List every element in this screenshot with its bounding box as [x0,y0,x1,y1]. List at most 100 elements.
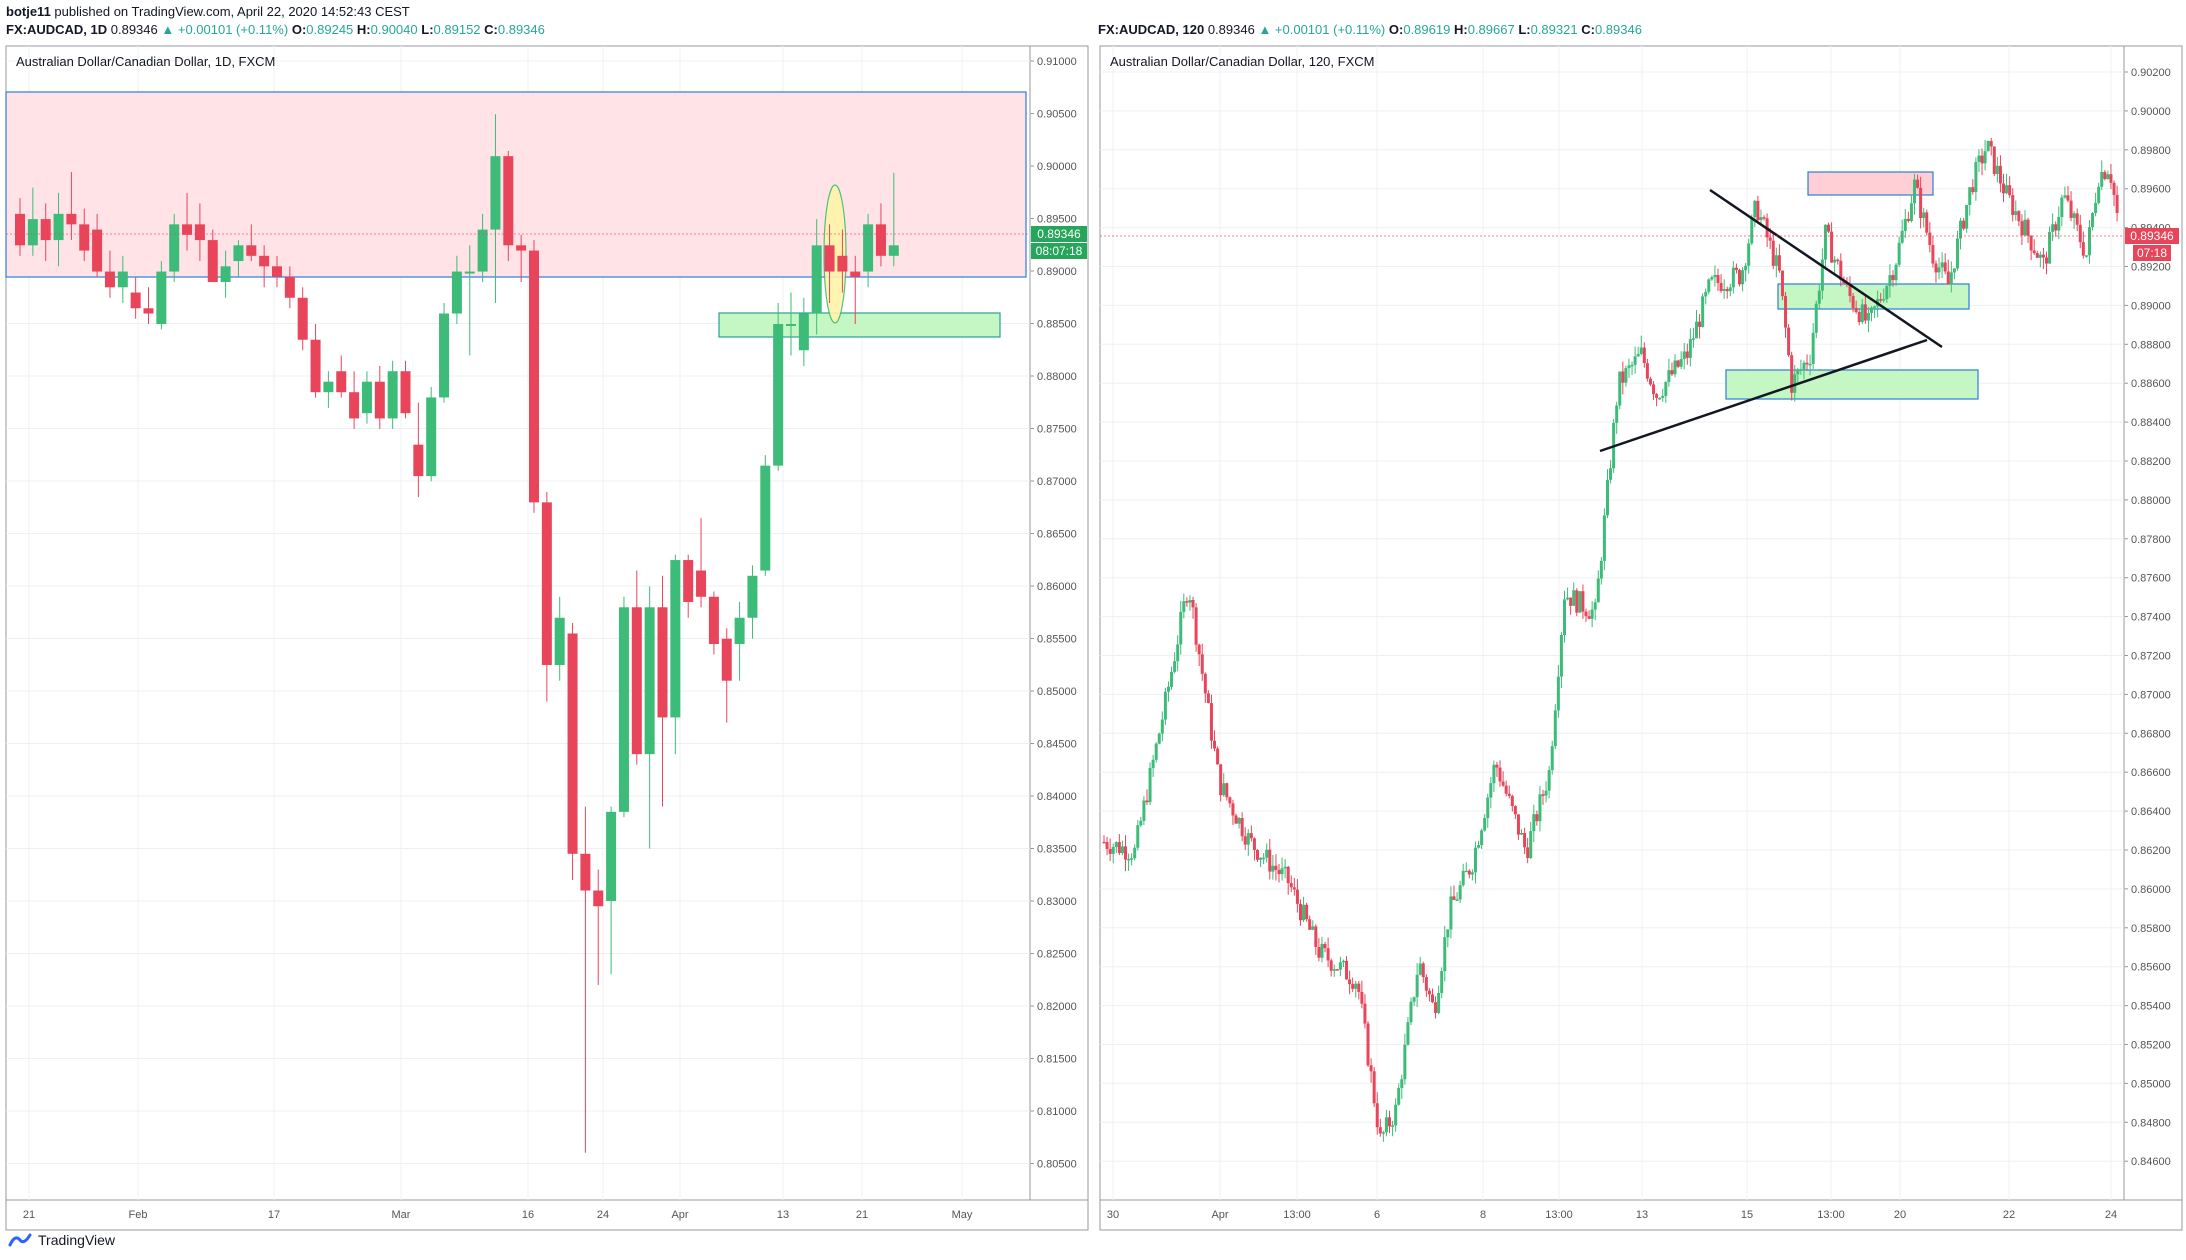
candle-body [1504,785,1508,794]
y-tick-label: 0.82000 [1037,1001,1077,1013]
candle-body [1412,997,1416,1002]
candle-body [1919,187,1923,218]
red-zone[interactable] [1807,171,1934,196]
candle-body [1759,217,1763,221]
candle-body [606,811,617,902]
green-zone-upper[interactable] [1777,283,1970,310]
candle-body [1716,275,1720,283]
candle-body [439,313,450,398]
candle-body [811,245,822,314]
right-chart[interactable]: Australian Dollar/Canadian Dollar, 120, … [1092,0,2186,1232]
right-low: 0.89321 [1530,22,1578,37]
candle-body [1348,979,1352,985]
left-price-tag: 0.89346 [1037,227,1081,241]
candle-body [696,570,707,597]
right-countdown: 07:18 [2137,246,2167,260]
candle-body [1234,815,1238,824]
candle-body [1989,140,1993,147]
candle-body [1830,231,1834,263]
y-tick-label: 0.86500 [1037,529,1077,541]
x-tick-label: 13 [1636,1209,1648,1221]
y-tick-label: 0.85400 [2131,1001,2171,1013]
candle-body [1151,759,1155,769]
tradingview-footer[interactable]: TradingView [8,1232,115,1248]
candle-body [1523,833,1527,848]
publish-text: published on TradingView.com, April 22, … [54,4,410,19]
candle-body [1363,1003,1367,1024]
candle-body [1590,609,1594,619]
candle-body [1912,179,1916,204]
y-tick-label: 0.85200 [2131,1040,2171,1052]
candle-body [1648,378,1652,385]
candle-body [1575,590,1579,613]
right-o-label: O: [1388,22,1404,37]
candle-body [1246,833,1250,845]
candle-body [1602,515,1606,561]
candle-body [734,617,745,644]
y-tick-label: 0.87000 [1037,476,1077,488]
candle-body [1922,212,1926,218]
candle-body [2054,224,2058,231]
candle-body [1980,155,1984,164]
y-tick-label: 0.89000 [1037,266,1077,278]
candle-body [1369,1065,1373,1072]
support-zone[interactable] [718,312,1001,338]
candle-body [1256,849,1259,860]
candle-body [1430,994,1434,1003]
left-chart[interactable]: Australian Dollar/Canadian Dollar, 1D, F… [0,0,1092,1232]
x-tick-label: 21 [23,1209,35,1221]
candle-body [1753,200,1757,218]
left-symbol[interactable]: FX:AUDCAD, 1D [6,22,108,37]
candle-body [1148,768,1152,803]
candle-body [1384,1117,1388,1133]
candle-body [1133,847,1137,859]
right-open: 0.89619 [1403,22,1451,37]
candle-body [1520,833,1524,835]
candle-body [2063,195,2067,198]
right-symbol[interactable]: FX:AUDCAD, 120 [1098,22,1205,37]
candle-body [156,271,167,325]
trendline-down[interactable] [1709,188,1943,349]
candle-body [1345,960,1349,980]
candle-body [1707,279,1711,292]
publisher-name[interactable]: botje11 [6,4,51,19]
candle-body [888,245,899,256]
candle-body [1790,355,1794,393]
candle-body [1550,746,1554,771]
candle-body [1916,179,1920,188]
candle-body [1900,230,1904,243]
candle-body [1836,259,1840,262]
candle-body [1443,937,1447,972]
candle-body [708,596,719,644]
candle-body [1213,740,1217,749]
candle-body [1823,224,1827,260]
candle-body [233,245,244,262]
y-tick-label: 0.86800 [2131,728,2171,740]
candle-body [1231,803,1235,816]
candle-body [1682,351,1686,360]
candle-body [1627,365,1631,369]
candle-body [1894,264,1898,281]
candle-body [1495,764,1499,768]
x-tick-label: May [952,1209,973,1221]
candle-body [1977,155,1981,162]
candle-body [1968,187,1972,205]
candle-body [2084,255,2088,257]
candle-body [1802,362,1806,370]
candle-body [15,213,25,246]
candle-body [1123,846,1127,860]
candle-body [1664,382,1668,396]
candle-body [1639,347,1643,354]
candle-body [1965,204,1969,229]
candle-body [1906,218,1910,222]
candle-body [1351,984,1355,989]
candle-body [631,607,642,755]
y-tick-label: 0.82500 [1037,949,1077,961]
candle-body [1427,990,1431,995]
candle-body [1486,797,1490,818]
candle-body [1848,284,1852,296]
candle-body [1437,992,1441,1013]
trendline-up[interactable] [1599,338,1928,453]
candle-body [1636,353,1640,357]
y-tick-label: 0.87600 [2131,573,2171,585]
